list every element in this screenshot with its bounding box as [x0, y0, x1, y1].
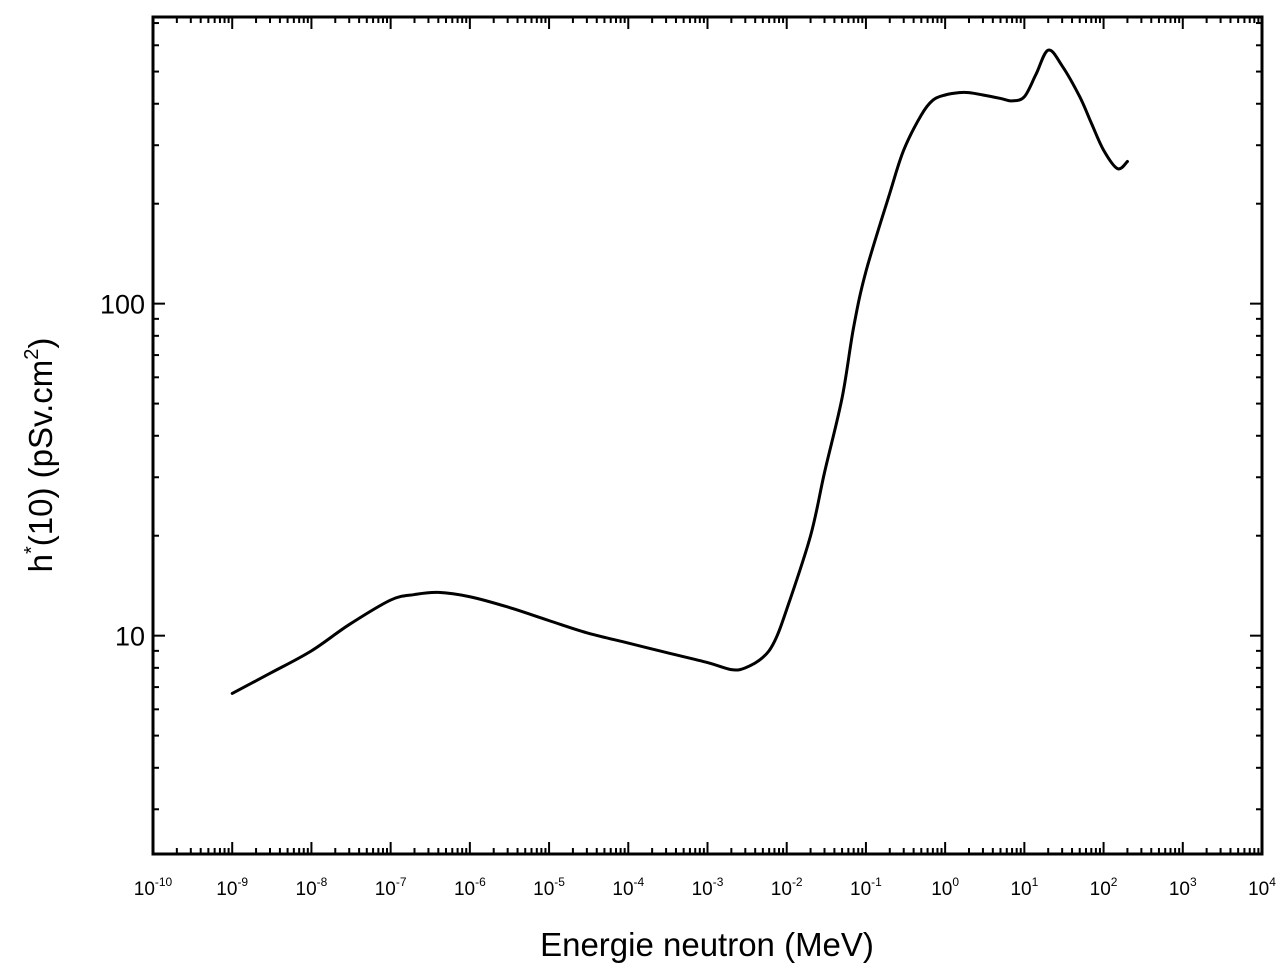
- x-tick-label-exponent: 4: [1269, 875, 1276, 889]
- x-tick-label: 10-6: [454, 875, 486, 900]
- y-axis-title-prefix: h: [22, 554, 59, 572]
- y-tick-label: 100: [100, 290, 145, 320]
- x-tick-label: 10-5: [533, 875, 565, 900]
- x-tick-label-exponent: -3: [713, 875, 724, 889]
- y-axis-title-middle: (10) (pSv.cm: [22, 360, 59, 546]
- x-tick-label-base: 10: [296, 879, 317, 900]
- x-tick-label-base: 10: [375, 879, 396, 900]
- x-tick-label-base: 10: [1248, 879, 1269, 900]
- x-tick-label: 10-4: [612, 875, 644, 900]
- x-tick-labels: 10-10 10-9 10-8 10-7 10-6 10-5 10-4 10-3 10-2 10-…: [134, 875, 1276, 900]
- x-tick-label-base: 10: [931, 879, 952, 900]
- y-axis-title-exponent: 2: [21, 349, 43, 360]
- data-line: [230, 48, 1129, 695]
- x-tick-label-base: 10: [771, 879, 792, 900]
- x-tick-label-base: 10: [850, 879, 871, 900]
- x-tick-label: 102: [1090, 875, 1118, 900]
- x-tick-label-base: 10: [1169, 879, 1190, 900]
- x-tick-label-exponent: -9: [237, 875, 248, 889]
- y-tick-labels: 10 100: [100, 290, 145, 652]
- x-tick-label: 10-2: [771, 875, 803, 900]
- x-tick-label-base: 10: [692, 879, 713, 900]
- x-tick-label-base: 10: [134, 879, 155, 900]
- x-tick-label-exponent: 0: [952, 875, 959, 889]
- x-tick-label-exponent: -7: [396, 875, 407, 889]
- y-axis-title: h*(10) (pSv.cm2): [21, 338, 59, 573]
- x-tick-label: 10-10: [134, 875, 173, 900]
- x-tick-label-exponent: -10: [155, 875, 173, 889]
- x-tick-label-base: 10: [533, 879, 554, 900]
- x-tick-label: 100: [931, 875, 959, 900]
- minor-ticks: [153, 17, 1262, 854]
- x-tick-label-base: 10: [612, 879, 633, 900]
- x-tick-label-base: 10: [1090, 879, 1111, 900]
- x-tick-label-base: 10: [454, 879, 475, 900]
- x-tick-label: 10-7: [375, 875, 407, 900]
- x-tick-label: 10-9: [216, 875, 248, 900]
- y-axis-title-star: *: [21, 546, 43, 554]
- x-tick-label: 10-8: [296, 875, 328, 900]
- x-axis-title: Energie neutron (MeV): [540, 926, 874, 963]
- x-tick-label-exponent: -8: [317, 875, 328, 889]
- x-tick-label: 10-3: [692, 875, 724, 900]
- y-axis-title-suffix: ): [22, 338, 59, 349]
- x-tick-label: 101: [1010, 875, 1038, 900]
- x-tick-label-exponent: -6: [475, 875, 486, 889]
- plot-frame: [151, 15, 1264, 856]
- x-tick-label-base: 10: [1010, 879, 1031, 900]
- x-tick-label-exponent: -4: [634, 875, 645, 889]
- y-tick-label: 10: [115, 622, 145, 652]
- x-tick-label-exponent: -5: [554, 875, 565, 889]
- x-tick-label-exponent: 1: [1032, 875, 1039, 889]
- x-tick-label: 10-1: [850, 875, 882, 900]
- major-ticks: [152, 17, 1263, 854]
- x-tick-label: 103: [1169, 875, 1197, 900]
- x-tick-label-exponent: 2: [1111, 875, 1118, 889]
- x-tick-label: 104: [1248, 875, 1276, 900]
- x-tick-label-base: 10: [216, 879, 237, 900]
- x-tick-label-exponent: -1: [871, 875, 882, 889]
- x-tick-label-exponent: 3: [1190, 875, 1197, 889]
- x-tick-label-exponent: -2: [792, 875, 803, 889]
